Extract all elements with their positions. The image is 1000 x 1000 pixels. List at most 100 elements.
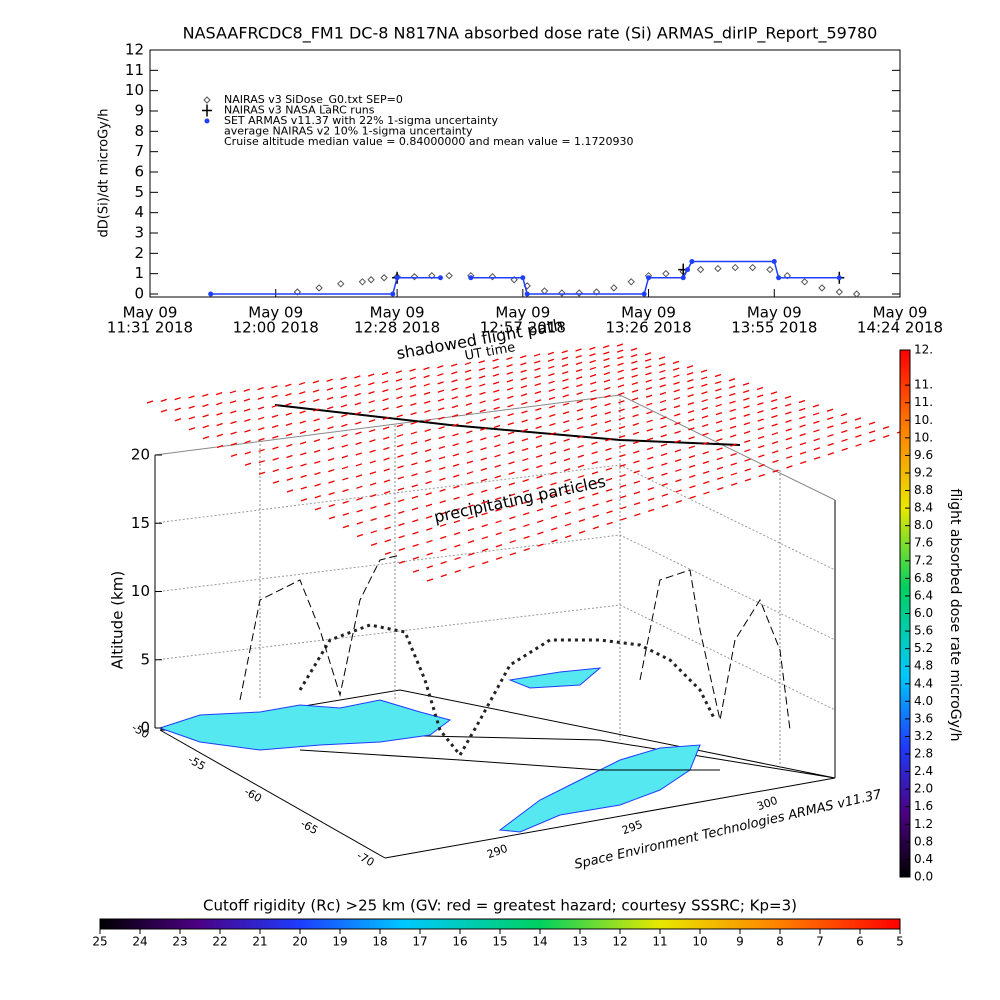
- x-tick-label: 13:55 2018: [731, 319, 817, 337]
- particle-dash: [770, 391, 778, 395]
- particle-dash: [494, 444, 501, 448]
- x-tick-label: 13:26 2018: [605, 319, 691, 337]
- particle-dash: [562, 378, 569, 382]
- particle-dash: [729, 408, 736, 412]
- particle-dash: [272, 446, 279, 450]
- particle-dash: [326, 387, 334, 391]
- particle-dash: [578, 496, 585, 500]
- particle-dash: [398, 535, 405, 539]
- particle-dash: [616, 343, 624, 347]
- particle-dash: [216, 412, 223, 416]
- particle-dash: [395, 387, 403, 391]
- particle-dash: [576, 383, 583, 388]
- particle-dash: [397, 454, 404, 458]
- particle-dash: [382, 416, 390, 420]
- particle-dash: [506, 371, 513, 375]
- y-tick-label: 0: [134, 285, 144, 303]
- particle-dash: [603, 379, 611, 383]
- particle-dash: [688, 464, 696, 468]
- data-point: [835, 288, 844, 296]
- particle-dash: [410, 412, 417, 416]
- colorbar-tick-label: 7.6: [914, 536, 933, 550]
- particle-dash: [548, 365, 555, 369]
- particle-dash: [757, 427, 765, 431]
- particle-dash: [426, 552, 433, 556]
- particle-dash: [618, 434, 626, 439]
- particle-dash: [522, 457, 529, 462]
- rigidity-tick-label: 15: [492, 935, 507, 949]
- data-point: [731, 263, 739, 272]
- particle-dash: [258, 460, 266, 464]
- particle-dash: [478, 360, 485, 364]
- particle-dash: [367, 373, 375, 377]
- particle-dash: [355, 463, 363, 467]
- particle-dash: [299, 400, 306, 404]
- particle-dash: [313, 449, 321, 453]
- rigidity-tick-label: 25: [92, 935, 107, 949]
- particle-dash: [314, 471, 321, 476]
- particle-dash: [603, 357, 610, 362]
- particle-dash: [285, 412, 292, 416]
- particle-dash: [715, 395, 722, 400]
- particle-dash: [564, 489, 571, 493]
- particle-dash: [562, 370, 569, 375]
- x-tick-label: 11:31 2018: [107, 319, 193, 337]
- particle-dash: [523, 512, 530, 516]
- particle-dash: [258, 448, 265, 453]
- particle-dash: [424, 438, 432, 442]
- particle-dash: [258, 437, 265, 442]
- particle-dash: [479, 418, 487, 422]
- particle-dash: [492, 373, 500, 377]
- chart-title: NASAAFRCDC8_FM1 DC-8 N817NA absorbed dos…: [183, 24, 878, 44]
- particle-dash: [522, 468, 529, 472]
- particle-dash: [383, 479, 391, 483]
- particle-dash: [646, 419, 653, 423]
- particle-dash: [327, 457, 335, 462]
- particle-dash: [675, 468, 682, 472]
- particle-dash: [799, 424, 806, 428]
- particle-dash: [383, 490, 391, 495]
- particle-dash: [536, 485, 543, 490]
- rigidity-tick-label: 21: [252, 935, 267, 949]
- particle-dash: [604, 420, 612, 424]
- particle-dash: [716, 438, 723, 442]
- particle-dash: [602, 345, 610, 349]
- particle-dash: [702, 470, 710, 474]
- particle-dash: [549, 413, 556, 418]
- particle-dash: [495, 508, 502, 512]
- colorbar-tick-label: 10.: [914, 413, 933, 427]
- particle-dash: [482, 560, 489, 565]
- particle-dash: [551, 539, 558, 543]
- particle-dash: [451, 379, 458, 383]
- particle-dash: [299, 410, 306, 414]
- data-point: [783, 271, 791, 280]
- particle-dash: [620, 517, 627, 521]
- particle-dash: [396, 414, 403, 418]
- particle-dash: [453, 531, 461, 536]
- particle-dash: [840, 412, 848, 417]
- particle-dash: [772, 469, 779, 473]
- particle-dash: [716, 466, 724, 470]
- particle-dash: [520, 369, 527, 373]
- particle-dash: [368, 390, 375, 395]
- particle-dash: [412, 531, 419, 535]
- particle-dash: [564, 500, 571, 504]
- particle-dash: [715, 420, 723, 424]
- particle-dash: [342, 512, 350, 516]
- particle-dash: [481, 536, 489, 540]
- particle-dash: [494, 464, 501, 468]
- data-point: [662, 269, 670, 278]
- particle-dash: [854, 425, 862, 430]
- particle-dash: [577, 474, 585, 479]
- particle-dash: [271, 404, 278, 408]
- particle-dash: [603, 364, 610, 368]
- particle-dash: [506, 387, 514, 391]
- particle-dash: [412, 543, 419, 548]
- colorbar-tick-label: 0.0: [914, 870, 933, 884]
- particle-dash: [340, 376, 347, 381]
- particle-dash: [575, 354, 582, 359]
- particle-dash: [356, 509, 363, 513]
- particle-dash: [508, 451, 515, 455]
- particle-dash: [523, 523, 530, 528]
- particle-dash: [356, 521, 364, 525]
